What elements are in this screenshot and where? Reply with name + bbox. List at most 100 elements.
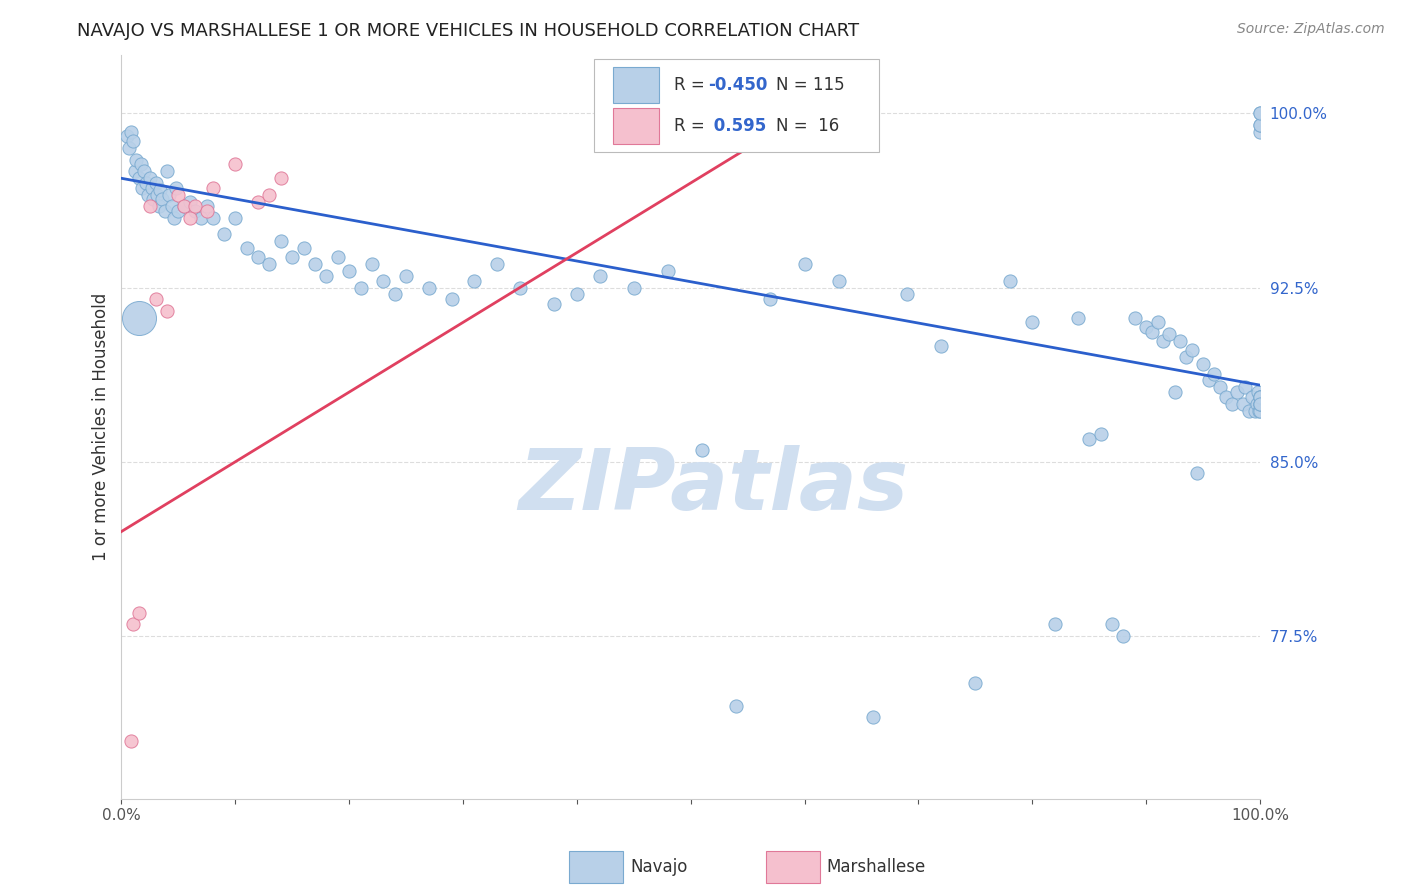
Point [384,287,406,301]
Point [1249,397,1271,411]
Point [139,199,162,213]
Point [259,187,281,202]
Point [121,134,143,148]
Point [118,141,141,155]
Point [337,264,360,278]
Point [129,157,152,171]
Point [270,234,292,248]
Text: Navajo: Navajo [630,858,688,876]
Point [1123,310,1146,325]
Point [149,183,172,197]
Point [139,171,162,186]
Point [1247,385,1270,400]
Point [195,199,218,213]
Text: 0.595: 0.595 [707,117,766,135]
Point [1232,397,1254,411]
Point [326,250,349,264]
Point [395,268,418,283]
Point [1249,106,1271,120]
Point [1204,367,1226,381]
Point [1101,617,1123,632]
Point [145,187,167,202]
Point [1249,390,1271,404]
Point [1247,403,1270,417]
Point [1220,397,1243,411]
Point [304,257,326,271]
Point [1249,106,1271,120]
Point [160,199,183,213]
Point [588,268,610,283]
Point [1249,390,1271,404]
Point [259,257,281,271]
Point [125,153,148,167]
Point [173,199,195,213]
Point [156,164,179,178]
Point [793,257,815,271]
Point [1192,357,1215,371]
Point [224,211,246,225]
Point [1168,334,1191,348]
Point [1021,315,1043,329]
Point [153,203,176,218]
Point [136,187,159,202]
Point [1244,403,1267,417]
Point [1240,390,1263,404]
Point [145,176,167,190]
Point [418,280,440,294]
Point [486,257,509,271]
Point [725,698,748,713]
Point [1067,310,1090,325]
Point [1249,403,1271,417]
Point [1181,343,1204,358]
Point [142,192,165,206]
Point [543,297,565,311]
Point [1249,397,1271,411]
Point [1078,432,1101,446]
Point [212,227,235,241]
Point [1175,350,1198,364]
Point [190,211,212,225]
Point [965,675,987,690]
Point [247,250,270,264]
Point [463,274,485,288]
Point [623,280,645,294]
Point [1112,629,1135,643]
Point [152,192,174,206]
Point [179,211,201,225]
Point [315,268,337,283]
Point [1152,334,1174,348]
Point [148,199,170,213]
Point [281,250,304,264]
Point [1246,397,1268,411]
Point [134,164,156,178]
Point [165,180,187,194]
Point [156,303,179,318]
FancyBboxPatch shape [613,108,659,144]
Text: Source: ZipAtlas.com: Source: ZipAtlas.com [1237,22,1385,37]
Text: N = 115: N = 115 [776,76,845,94]
Point [1215,390,1237,404]
Point [1249,125,1271,139]
Point [1249,118,1271,132]
Point [163,211,186,225]
Point [173,199,195,213]
Point [929,338,952,352]
Point [1237,403,1260,417]
Point [128,171,150,186]
Point [141,180,163,194]
Text: N =  16: N = 16 [776,117,839,135]
Point [201,180,224,194]
Point [1090,426,1112,441]
Point [998,274,1021,288]
Point [440,292,463,306]
Point [224,157,246,171]
Text: Marshallese: Marshallese [827,858,927,876]
Text: R =: R = [673,76,710,94]
Point [1226,385,1249,400]
Point [1163,385,1185,400]
Point [184,203,207,218]
Point [124,164,146,178]
Point [145,292,167,306]
Point [270,171,292,186]
Point [157,187,180,202]
